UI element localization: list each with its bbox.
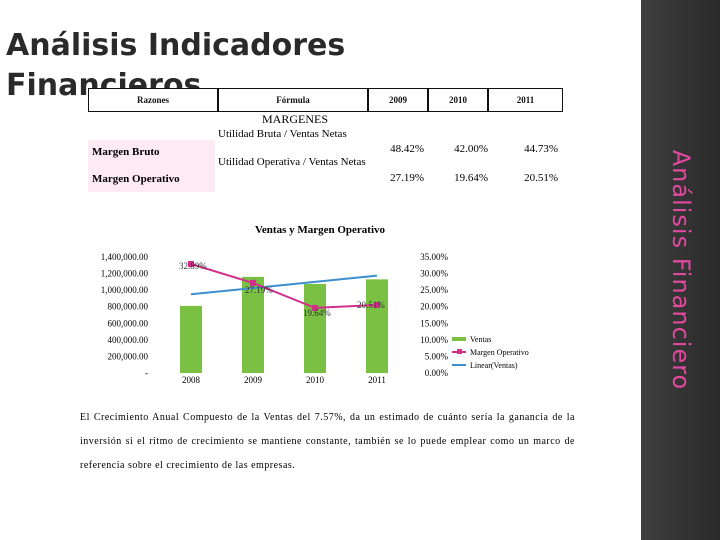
section-margenes: MARGENES [261, 112, 328, 126]
row-name-margen-operativo: Margen Operativo [92, 173, 180, 185]
y-left-tick-label: 1,000,000.00 [101, 285, 149, 295]
point-margen-operativo [312, 304, 318, 311]
x-tick-label: 2011 [368, 375, 386, 385]
chart-title: Ventas y Margen Operativo [254, 224, 386, 236]
y-left-tick-label: - [145, 368, 148, 378]
y-left-tick-label: 800,000.00 [108, 302, 149, 312]
y-left-tick-label: 200,000.00 [108, 351, 149, 361]
legend-label: Linear(Ventas) [470, 361, 518, 370]
y-left-tick-label: 1,200,000.00 [101, 269, 149, 279]
cell-margen-bruto-2010: 42.00% [454, 143, 488, 155]
y-right-tick-label: 20.00% [420, 302, 448, 312]
cell-margen-bruto-2011: 44.73% [524, 143, 558, 155]
x-tick-label: 2010 [306, 375, 325, 385]
header-2009: 2009 [389, 95, 407, 105]
y-right-tick-label: 10.00% [420, 335, 448, 345]
y-right-tick-label: 5.00% [425, 351, 449, 361]
bar-ventas [242, 276, 264, 373]
table-row-label: Margen Operativo [88, 166, 215, 192]
y-right-tick-label: 30.00% [420, 269, 448, 279]
legend-marker-margen [457, 349, 462, 354]
header-2010: 2010 [449, 95, 467, 105]
data-label-margen: 32.89% [179, 261, 207, 271]
ventas-margen-chart: 1,400,000.00 1,200,000.00 1,000,000.00 800,… [101, 252, 529, 385]
legend-swatch-ventas [452, 337, 466, 341]
side-banner: Análisis Financiero [641, 0, 720, 540]
page-title: Análisis Indicadores Financieros [6, 28, 346, 103]
point-margen-operativo [250, 279, 256, 286]
point-margen-operativo [188, 260, 194, 267]
data-label-margen: 27.19% [245, 285, 273, 295]
trend-line-ventas [190, 274, 378, 296]
y-left-tick-label: 400,000.00 [108, 335, 149, 345]
cell-margen-operativo-2010: 19.64% [454, 172, 488, 184]
bar-ventas [304, 283, 326, 373]
table-header: Razones Fórmula 2009 2010 2011 [88, 88, 563, 112]
table-row-label: Margen Bruto [88, 140, 215, 166]
data-label-margen: 20.51% [357, 300, 385, 310]
x-tick-label: 2009 [244, 375, 263, 385]
y-right-tick-label: 0.00% [425, 368, 449, 378]
y-right-tick-label: 35.00% [420, 252, 448, 262]
cell-margen-bruto-2009: 48.42% [390, 143, 424, 155]
cell-margen-operativo-2009: 27.19% [390, 172, 424, 184]
header-formula: Fórmula [276, 95, 310, 105]
y-right-tick-label: 15.00% [420, 318, 448, 328]
row-name-margen-bruto: Margen Bruto [92, 146, 160, 158]
line-margen-operativo [190, 263, 378, 309]
legend-label: Margen Operativo [470, 348, 529, 357]
growth-note: El Crecimiento Anual Compuesto de la Ven… [80, 412, 575, 471]
y-left-tick-label: 1,400,000.00 [101, 252, 149, 262]
legend-label: Ventas [470, 335, 491, 344]
bar-ventas [180, 305, 202, 373]
header-razones: Razones [137, 95, 169, 105]
y-left-tick-label: 600,000.00 [108, 318, 149, 328]
data-label-margen: 19.64% [303, 308, 331, 318]
header-2011: 2011 [516, 95, 535, 105]
cell-margen-operativo-2011: 20.51% [524, 172, 558, 184]
side-title: Análisis Financiero [666, 149, 695, 391]
point-margen-operativo [374, 302, 380, 309]
row-formula-margen-bruto: Utilidad Bruta / Ventas Netas [218, 128, 347, 140]
bar-ventas [366, 279, 388, 373]
row-formula-margen-operativo: Utilidad Operativa / Ventas Netas [218, 156, 366, 168]
y-right-tick-label: 25.00% [420, 285, 448, 295]
x-tick-label: 2008 [182, 375, 201, 385]
